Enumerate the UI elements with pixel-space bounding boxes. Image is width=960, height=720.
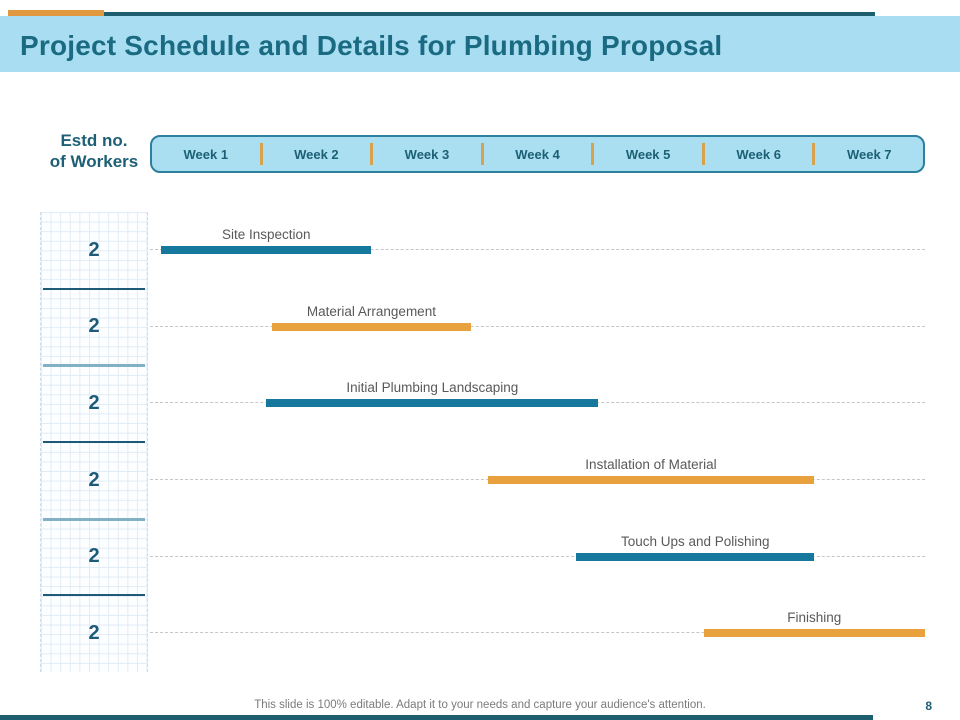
y-axis-title-line2: of Workers [49, 151, 139, 171]
task-bar[interactable] [161, 246, 372, 254]
worker-count: 2 [88, 238, 100, 261]
page-number: 8 [925, 699, 932, 713]
row-separator [43, 517, 145, 521]
week-label-4: Week 4 [515, 146, 560, 162]
row-separator [43, 594, 145, 597]
task-bar[interactable] [487, 475, 815, 484]
worker-count-row: 2 [41, 212, 147, 289]
worker-count: 2 [88, 468, 100, 491]
week-separator [812, 143, 816, 165]
worker-count-row: 2 [41, 289, 147, 366]
leader-line [150, 632, 925, 634]
task-label: Material Arrangement [306, 303, 436, 319]
task-bar[interactable] [266, 399, 599, 408]
row-separator [43, 364, 145, 368]
task-row: Finishing [150, 595, 925, 672]
week-axis: Week 1 Week 2 Week 3 Week 4 Week 5 Week … [150, 135, 925, 173]
task-label: Finishing [787, 610, 842, 626]
worker-count-row: 2 [41, 442, 147, 519]
task-bar[interactable] [576, 552, 815, 561]
week-separator [480, 143, 484, 165]
worker-count: 2 [88, 392, 100, 415]
week-separator [591, 143, 595, 165]
task-row: Touch Ups and Polishing [150, 519, 925, 596]
bottom-accent-teal-bar [0, 715, 873, 720]
worker-count: 2 [88, 622, 100, 645]
y-axis-title: Estd no. of Workers [36, 131, 152, 172]
week-label-2: Week 2 [294, 146, 339, 162]
week-label-5: Week 5 [625, 146, 671, 162]
page-title: Project Schedule and Details for Plumbin… [20, 30, 723, 61]
task-label: Touch Ups and Polishing [620, 533, 770, 549]
task-label: Site Inspection [221, 227, 311, 242]
week-label-3: Week 3 [404, 146, 450, 162]
worker-count-row: 2 [41, 519, 147, 596]
week-label-6: Week 6 [736, 146, 781, 162]
leader-line [150, 555, 925, 557]
week-label-1: Week 1 [183, 146, 229, 162]
worker-grid-column: 2 2 2 2 2 2 [40, 212, 148, 672]
row-separator [43, 441, 145, 443]
task-bar[interactable] [271, 322, 472, 331]
week-separator [259, 143, 263, 165]
leader-line [150, 249, 925, 250]
worker-count-row: 2 [41, 365, 147, 442]
task-bar[interactable] [703, 629, 925, 638]
week-label-7: Week 7 [846, 146, 892, 162]
task-label: Installation of Material [585, 456, 717, 472]
week-separator [701, 143, 705, 165]
worker-count: 2 [88, 545, 100, 568]
worker-count-row: 2 [41, 595, 147, 672]
y-axis-title-line1: Estd no. [60, 131, 128, 150]
task-row: Site Inspection [150, 212, 925, 289]
top-accent-teal-line [104, 12, 875, 16]
task-label: Initial Plumbing Landscaping [346, 380, 519, 396]
week-separator [370, 143, 374, 165]
task-row: Initial Plumbing Landscaping [150, 365, 925, 442]
task-row: Installation of Material [150, 442, 925, 519]
worker-count: 2 [88, 315, 100, 338]
task-row: Material Arrangement [150, 289, 925, 366]
top-accent-orange-bar [8, 10, 104, 16]
plot-area: Site Inspection Material Arrangement Ini… [150, 212, 925, 672]
row-separator [43, 287, 145, 290]
gantt-chart: 2 2 2 2 2 2 Site Inspection Material Arr… [0, 212, 960, 672]
leader-line [150, 325, 925, 327]
header-band: Project Schedule and Details for Plumbin… [0, 16, 960, 72]
footer-note: This slide is 100% editable. Adapt it to… [254, 699, 706, 711]
